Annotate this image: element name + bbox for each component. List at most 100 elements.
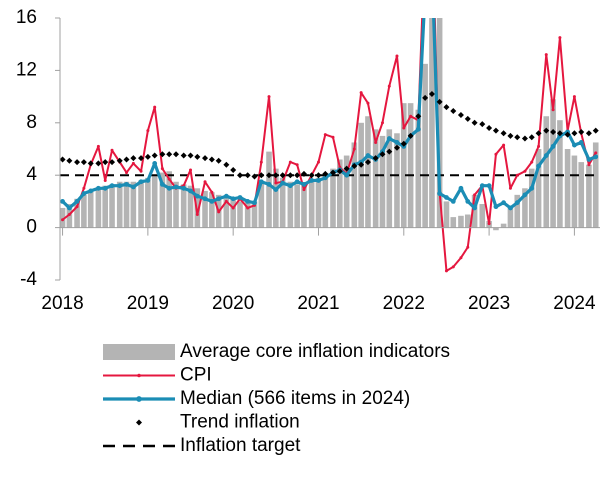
bar	[116, 181, 123, 228]
trend-marker	[194, 153, 201, 160]
line-marker	[224, 199, 228, 203]
line-marker	[415, 126, 421, 132]
bar	[145, 177, 151, 228]
line-marker	[523, 169, 527, 173]
y-tick-label: 0	[26, 217, 37, 238]
line-marker	[572, 142, 577, 148]
line-marker	[522, 192, 528, 198]
line-marker	[280, 180, 286, 186]
trend-marker	[486, 125, 493, 132]
line-marker	[537, 144, 541, 148]
y-tick-label: 16	[16, 7, 37, 28]
trend-marker	[514, 134, 521, 141]
trend-marker	[138, 155, 145, 162]
bar	[266, 151, 272, 228]
trend-marker	[266, 172, 273, 179]
line-marker	[237, 195, 243, 200]
line-marker	[252, 200, 257, 206]
trend-marker	[543, 127, 550, 134]
trend-marker	[116, 157, 123, 164]
trend-marker	[300, 170, 307, 177]
line-marker	[366, 101, 370, 105]
trend-marker	[393, 144, 400, 151]
bar	[471, 194, 478, 228]
bar	[343, 155, 350, 228]
line-marker	[572, 95, 576, 99]
trend-marker	[144, 153, 151, 160]
line-marker	[587, 163, 591, 167]
line-marker	[459, 256, 463, 260]
bar	[386, 129, 393, 228]
trend-marker	[372, 155, 379, 162]
bar	[202, 190, 208, 228]
legend-swatch-marker	[136, 396, 142, 402]
trend-marker	[187, 152, 194, 159]
trend-marker	[180, 152, 187, 159]
bar	[87, 190, 94, 228]
trend-marker	[223, 161, 230, 168]
trend-marker	[102, 159, 109, 166]
line-marker	[67, 213, 71, 216]
bar	[543, 116, 550, 228]
bar	[394, 133, 400, 228]
line-marker	[465, 199, 471, 204]
line-marker	[514, 200, 520, 206]
line-marker	[295, 163, 299, 167]
bar	[95, 188, 102, 228]
trend-marker	[322, 170, 329, 177]
bar	[564, 149, 571, 228]
line-marker	[508, 186, 512, 190]
line-marker	[231, 206, 235, 210]
line-marker	[102, 185, 108, 191]
line-marker	[344, 172, 350, 178]
bar	[415, 109, 422, 228]
line-marker	[301, 181, 307, 187]
line-marker	[395, 54, 399, 58]
line-marker	[501, 200, 507, 206]
line-marker	[386, 136, 392, 141]
line-marker	[88, 188, 94, 194]
x-tick-label: 2022	[383, 293, 425, 314]
trend-marker	[109, 159, 116, 166]
legend-swatch-marker	[137, 373, 141, 378]
bar	[315, 177, 322, 228]
line-marker	[66, 205, 72, 211]
line-marker	[223, 193, 229, 199]
line-marker	[216, 196, 222, 202]
bar	[74, 198, 80, 228]
trend-marker	[400, 140, 407, 147]
bar	[493, 227, 499, 231]
line-marker	[450, 199, 456, 204]
line-marker	[274, 181, 278, 185]
line	[61, 18, 597, 272]
trend-marker	[358, 161, 365, 168]
line-marker	[594, 151, 598, 155]
legend: Average core inflation indicators CPIMedi…	[103, 341, 450, 456]
line-marker	[210, 190, 214, 194]
trend-marker	[564, 131, 571, 138]
bar	[123, 181, 130, 228]
line-marker	[451, 265, 455, 269]
trend-marker	[556, 130, 563, 137]
line-marker	[402, 126, 406, 130]
trend-marker	[407, 132, 414, 139]
bar	[514, 194, 521, 228]
trend-marker	[500, 130, 507, 137]
bar	[550, 99, 556, 228]
line-marker	[273, 187, 279, 193]
trend-marker	[436, 98, 443, 105]
bar	[173, 181, 179, 228]
line-marker	[551, 108, 555, 112]
line-marker	[173, 184, 179, 190]
trend-marker	[364, 159, 371, 166]
x-tick-label: 2024	[553, 293, 596, 314]
bar	[351, 142, 358, 228]
bar	[365, 116, 371, 228]
bar	[209, 192, 215, 228]
line-marker	[246, 206, 250, 210]
trend-marker	[521, 135, 528, 142]
bar	[436, 18, 443, 228]
line-marker	[586, 157, 592, 162]
line-marker	[543, 153, 549, 158]
